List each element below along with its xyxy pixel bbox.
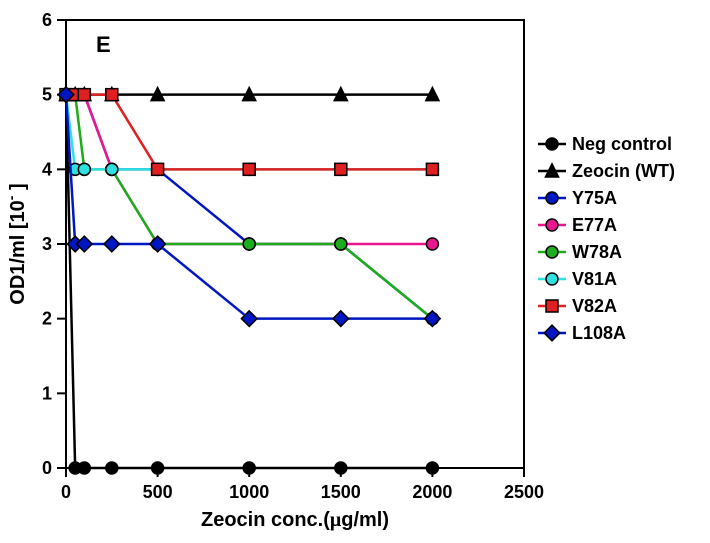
series-W78A [60, 89, 438, 325]
series-Neg control [60, 89, 438, 474]
legend-label: Zeocin (WT) [572, 161, 675, 181]
series-L108A [58, 87, 440, 327]
ytick-label: 0 [42, 458, 52, 478]
ytick-label: 6 [42, 10, 52, 30]
legend-item: Neg control [538, 134, 672, 154]
legend-item: L108A [538, 323, 626, 343]
chart-svg: 0 500 1000 1500 2000 2500 0 1 2 3 4 5 6 E Zeocin conc.… [0, 0, 710, 543]
legend-item: V82A [538, 296, 617, 316]
legend-item: Y75A [538, 188, 617, 208]
legend-label: W78A [572, 242, 622, 262]
chart-container: 0 500 1000 1500 2000 2500 0 1 2 3 4 5 6 E Zeocin conc.… [0, 0, 710, 543]
ytick-label: 4 [42, 159, 52, 179]
legend-label: L108A [572, 323, 626, 343]
ytick-label: 3 [42, 234, 52, 254]
ytick-label: 1 [42, 383, 52, 403]
xtick-label: 500 [143, 482, 173, 502]
panel-label: E [96, 32, 111, 57]
series-V82A [60, 89, 438, 176]
ytick-label: 2 [42, 309, 52, 329]
legend-label: V81A [572, 269, 617, 289]
xtick-label: 1000 [229, 482, 269, 502]
ytick-label: 5 [42, 85, 52, 105]
legend-item: V81A [538, 269, 617, 289]
xtick-label: 2500 [504, 482, 544, 502]
legend-label: V82A [572, 296, 617, 316]
x-axis-title: Zeocin conc.(μg/ml) [201, 509, 389, 531]
legend-item: W78A [538, 242, 622, 262]
legend-label: E77A [572, 215, 617, 235]
y-axis-title: OD1/ml [10- ] [3, 183, 29, 304]
legend-label: Neg control [572, 134, 672, 154]
xtick-label: 0 [61, 482, 71, 502]
xtick-label: 2000 [412, 482, 452, 502]
series-Y75A [60, 89, 438, 325]
xtick-label: 1500 [321, 482, 361, 502]
legend-label: Y75A [572, 188, 617, 208]
legend-item: Zeocin (WT) [538, 161, 675, 181]
legend-item: E77A [538, 215, 617, 235]
